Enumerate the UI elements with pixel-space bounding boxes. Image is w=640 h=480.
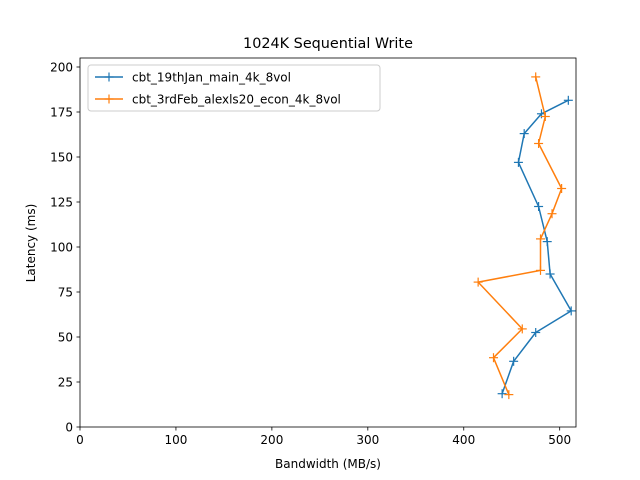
y-tick-label: 200 (50, 60, 73, 74)
y-tick-label: 50 (58, 330, 73, 344)
data-point (488, 353, 498, 363)
y-tick-label: 75 (58, 285, 73, 299)
data-point (547, 209, 557, 219)
data-point (504, 390, 514, 400)
data-point (563, 95, 573, 105)
x-tick-label: 100 (164, 433, 187, 447)
data-point (509, 356, 519, 366)
legend-item: cbt_19thJan_main_4k_8vol (95, 70, 291, 84)
x-tick-label: 500 (548, 433, 571, 447)
data-point (531, 328, 541, 337)
data-point (517, 324, 527, 334)
chart-title: 1024K Sequential Write (243, 36, 413, 52)
data-point (513, 157, 523, 167)
series-line (477, 75, 563, 396)
axes: 0 100 200 300 400 500 0 25 50 75 100 125 150 175 200 (50, 57, 577, 447)
legend-label: cbt_3rdFeb_alexls20_econ_4k_8vol (132, 92, 341, 106)
data-point (531, 72, 541, 82)
data-point (540, 112, 550, 121)
data-point (536, 234, 546, 244)
data-point (534, 202, 544, 211)
x-tick-label: 400 (452, 433, 475, 447)
data-point (542, 237, 552, 247)
y-tick-label: 0 (65, 420, 73, 434)
x-tick-label: 300 (356, 433, 379, 447)
series-line (501, 99, 572, 395)
data-point (545, 269, 555, 279)
y-tick-label: 100 (50, 240, 73, 254)
data-point (473, 277, 483, 287)
series-1 (497, 95, 576, 399)
y-tick-label: 175 (50, 105, 73, 119)
x-tick-label: 0 (76, 433, 84, 447)
x-axis-label: Bandwidth (MB/s) (275, 457, 381, 471)
x-tick-label: 200 (260, 433, 283, 447)
legend-label: cbt_19thJan_main_4k_8vol (132, 70, 291, 84)
y-tick-label: 25 (58, 375, 73, 389)
data-point (536, 265, 546, 275)
plot-area (473, 72, 576, 400)
y-axis-label: Latency (ms) (24, 204, 38, 283)
data-point (497, 389, 507, 399)
legend-item: cbt_3rdFeb_alexls20_econ_4k_8vol (95, 92, 341, 106)
data-point (557, 184, 567, 193)
axes-frame (79, 57, 577, 428)
series-2 (473, 72, 567, 400)
data-point (566, 306, 576, 316)
legend: cbt_19thJan_main_4k_8vol cbt_3rdFeb_alexl… (87, 64, 381, 112)
y-tick-label: 150 (50, 150, 73, 164)
y-tick-label: 125 (50, 195, 73, 209)
legend-box (87, 64, 381, 112)
data-point (519, 129, 529, 139)
data-point (534, 139, 544, 148)
